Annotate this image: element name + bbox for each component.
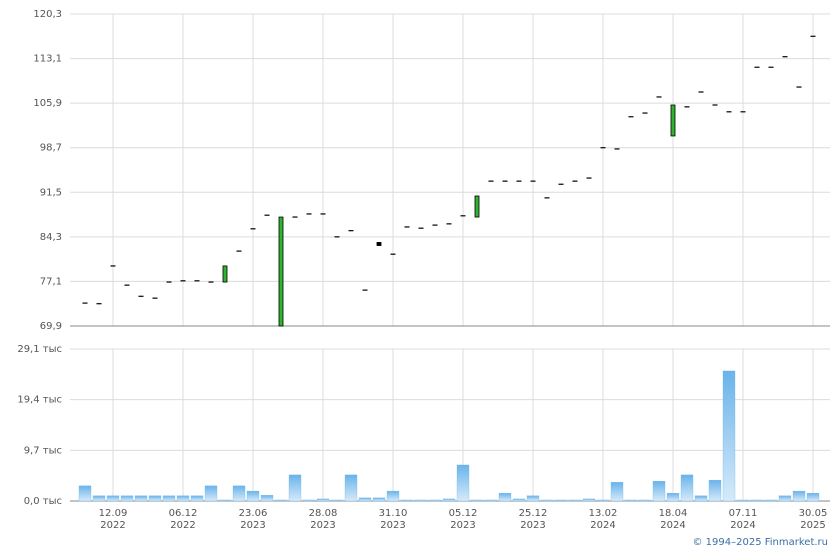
volume-bar <box>750 499 764 502</box>
volume-bar <box>540 499 554 502</box>
volume-bar <box>442 498 456 502</box>
volume-bar <box>806 493 820 502</box>
candle <box>670 104 676 137</box>
y-tick-label: 84,3 <box>40 232 62 243</box>
y-tick-label: 0,0 тыс <box>24 496 62 507</box>
volume-bar <box>92 495 106 502</box>
x-tick-label: 25.12 2023 <box>519 508 548 531</box>
x-tick-label: 07.11 2024 <box>729 508 758 531</box>
volume-bar <box>106 495 120 502</box>
volume-bar <box>736 499 750 502</box>
volume-bar <box>708 479 722 502</box>
y-tick-label: 91,5 <box>40 187 62 198</box>
x-tick-label: 23.06 2023 <box>239 508 268 531</box>
volume-bar <box>232 485 246 502</box>
volume-bar <box>624 499 638 502</box>
volume-bar <box>78 485 92 502</box>
volume-bar <box>148 495 162 502</box>
candle <box>278 216 284 327</box>
x-tick-label: 31.10 2023 <box>379 508 408 531</box>
y-tick-label: 29,1 тыс <box>17 344 62 355</box>
y-tick-label: 120,3 <box>33 9 62 20</box>
volume-bar <box>274 499 288 502</box>
y-tick-label: 98,7 <box>40 143 62 154</box>
volume-bar <box>204 485 218 502</box>
volume-bar <box>218 499 232 502</box>
candle <box>222 265 228 283</box>
volume-bar <box>778 495 792 502</box>
y-tick-label: 19,4 тыс <box>17 395 62 406</box>
y-tick-label: 69,9 <box>40 321 62 332</box>
volume-bar <box>176 495 190 502</box>
volume-bar <box>260 495 274 502</box>
volume-bar <box>484 499 498 502</box>
volume-bar <box>694 495 708 502</box>
volume-bar <box>638 499 652 502</box>
volume-bar <box>330 499 344 502</box>
volume-bar <box>470 499 484 502</box>
volume-bar <box>666 493 680 502</box>
source[interactable]: © 1994–2025 Finmarket.ru <box>692 537 828 548</box>
y-tick-label: 113,1 <box>33 54 62 65</box>
volume-bar <box>358 497 372 502</box>
volume-bar <box>162 495 176 502</box>
volume-bar <box>372 497 386 502</box>
x-tick-label: 28.08 2023 <box>309 508 338 531</box>
volume-bar <box>190 495 204 502</box>
volume-bar <box>526 495 540 502</box>
x-tick-label: 06.12 2022 <box>169 508 198 531</box>
y-tick-label: 105,9 <box>33 98 62 109</box>
volume-bar <box>652 481 666 502</box>
volume-bar <box>134 495 148 502</box>
volume-bar <box>596 499 610 502</box>
x-tick-label: 30.05 2025 <box>799 508 828 531</box>
volume-bar <box>582 498 596 502</box>
volume-bar <box>792 490 806 502</box>
volume-bar <box>400 499 414 502</box>
x-tick-label: 12.09 2022 <box>99 508 128 531</box>
volume-bar <box>722 370 736 502</box>
candle <box>376 242 382 246</box>
volume-bar <box>316 498 330 502</box>
volume-bar <box>120 495 134 502</box>
volume-bar <box>764 499 778 502</box>
y-tick-label: 77,1 <box>40 276 62 287</box>
volume-bar <box>456 464 470 502</box>
volume-bar <box>680 474 694 502</box>
volume-bar <box>512 498 526 502</box>
x-tick-label: 05.12 2023 <box>449 508 478 531</box>
volume-bar <box>498 493 512 502</box>
x-tick-label: 13.02 2024 <box>589 508 618 531</box>
volume-bar <box>302 499 316 502</box>
volume-bar <box>568 499 582 502</box>
volume-bar <box>344 474 358 502</box>
volume-bar <box>554 499 568 502</box>
y-tick-label: 9,7 тыс <box>24 445 62 456</box>
candle <box>474 195 480 218</box>
volume-bar <box>428 499 442 502</box>
x-tick-label: 18.04 2024 <box>659 508 688 531</box>
volume-bar <box>246 490 260 502</box>
volume-bar <box>414 499 428 502</box>
volume-bar <box>610 482 624 502</box>
volume-bar <box>288 474 302 502</box>
volume-bar <box>386 490 400 502</box>
